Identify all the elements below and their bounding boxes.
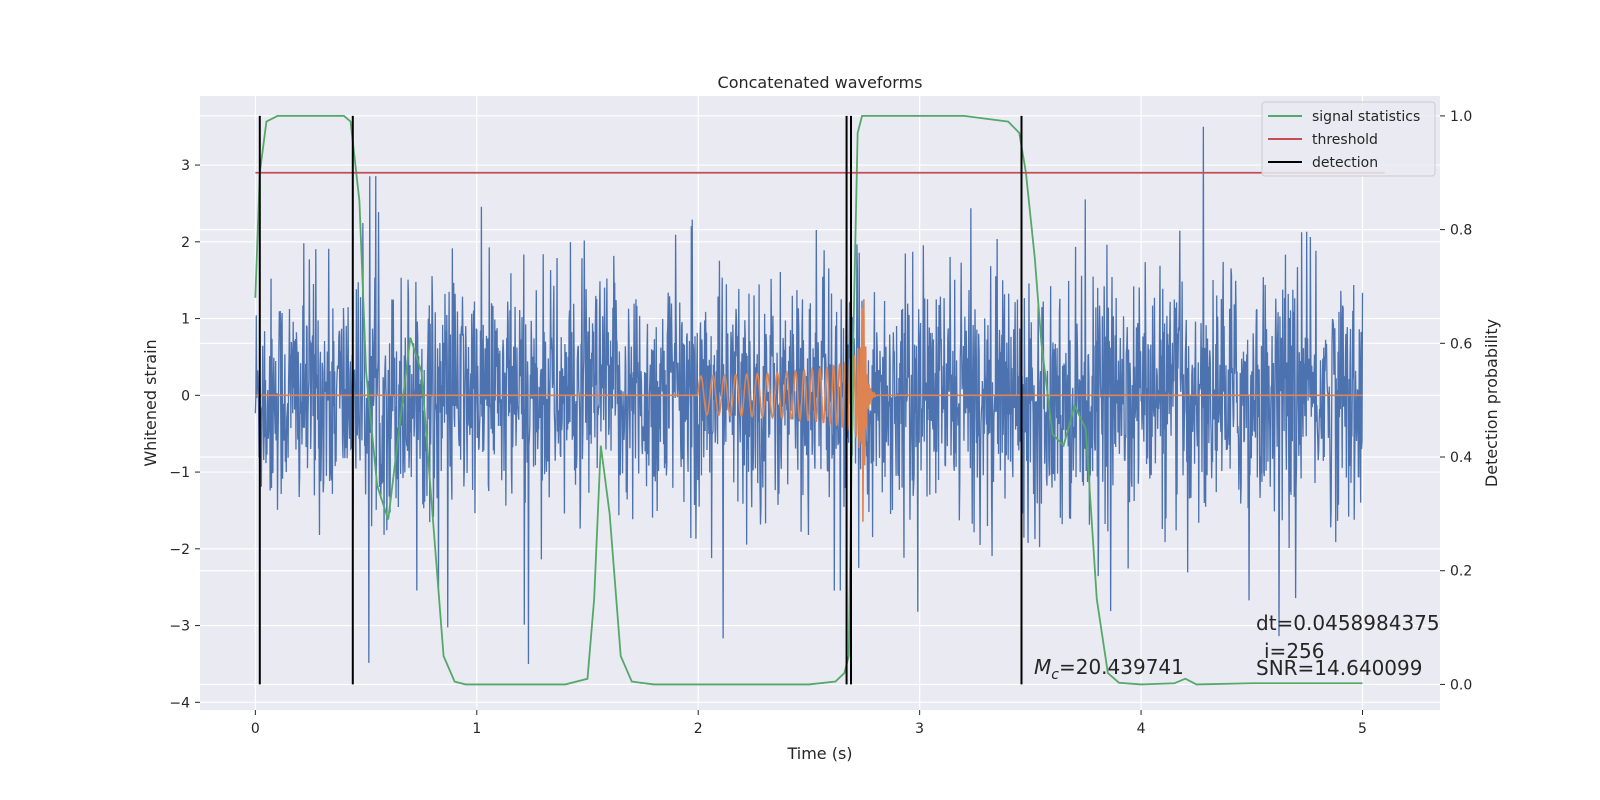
legend: signal statistics threshold detection [1261,101,1436,177]
signal-statistics-line [254,115,1363,686]
y-tick-label: −1 [169,465,190,481]
y-right-tick-label: 0.0 [1450,677,1472,693]
y-right-tick-label: 0.8 [1450,223,1472,239]
x-tick-label: 4 [1137,721,1146,737]
x-axis-label: Time (s) [786,744,852,763]
waveform-series [255,299,1363,522]
y-tick-label: 0 [181,388,190,404]
x-tick-label: 5 [1358,721,1367,737]
legend-box [1261,101,1436,177]
y-axis-label-right: Detection probability [1482,319,1501,487]
chart-title: Concatenated waveforms [718,73,923,92]
y-tick-label: −3 [169,619,190,635]
y-right-tick-label: 0.4 [1450,450,1472,466]
annotation-mc: Mc=20.439741 [1034,655,1184,683]
y-right-tick-label: 0.6 [1450,336,1472,352]
axes: 0 1 2 3 4 5 −4 −3 −2 −1 0 1 2 3 0.0 0.2 0.4 0.6 0.8 1.0 [169,109,1472,737]
x-tick-label: 3 [915,721,924,737]
y-tick-label: 1 [181,312,190,328]
y-tick-label: −4 [169,695,190,711]
annotation-dt: dt=0.0458984375 [1256,611,1440,635]
x-tick-label: 0 [251,721,260,737]
x-tick-label: 2 [694,721,703,737]
y-tick-label: 2 [181,235,190,251]
y-tick-label: 3 [181,158,190,174]
y-tick-label: −2 [169,542,190,558]
x-tick-label: 1 [472,721,481,737]
y-right-tick-label: 1.0 [1450,109,1472,125]
legend-label-detection: detection [1312,155,1378,171]
legend-label-threshold: threshold [1312,132,1378,148]
y-right-tick-label: 0.2 [1450,564,1472,580]
legend-label-signal-statistics: signal statistics [1312,109,1420,125]
y-axis-label: Whitened strain [141,339,160,466]
plot-area [254,115,1385,686]
annotation-i: i=256 [1264,639,1325,663]
annotation-snr: SNR=14.640099 [1256,656,1422,680]
